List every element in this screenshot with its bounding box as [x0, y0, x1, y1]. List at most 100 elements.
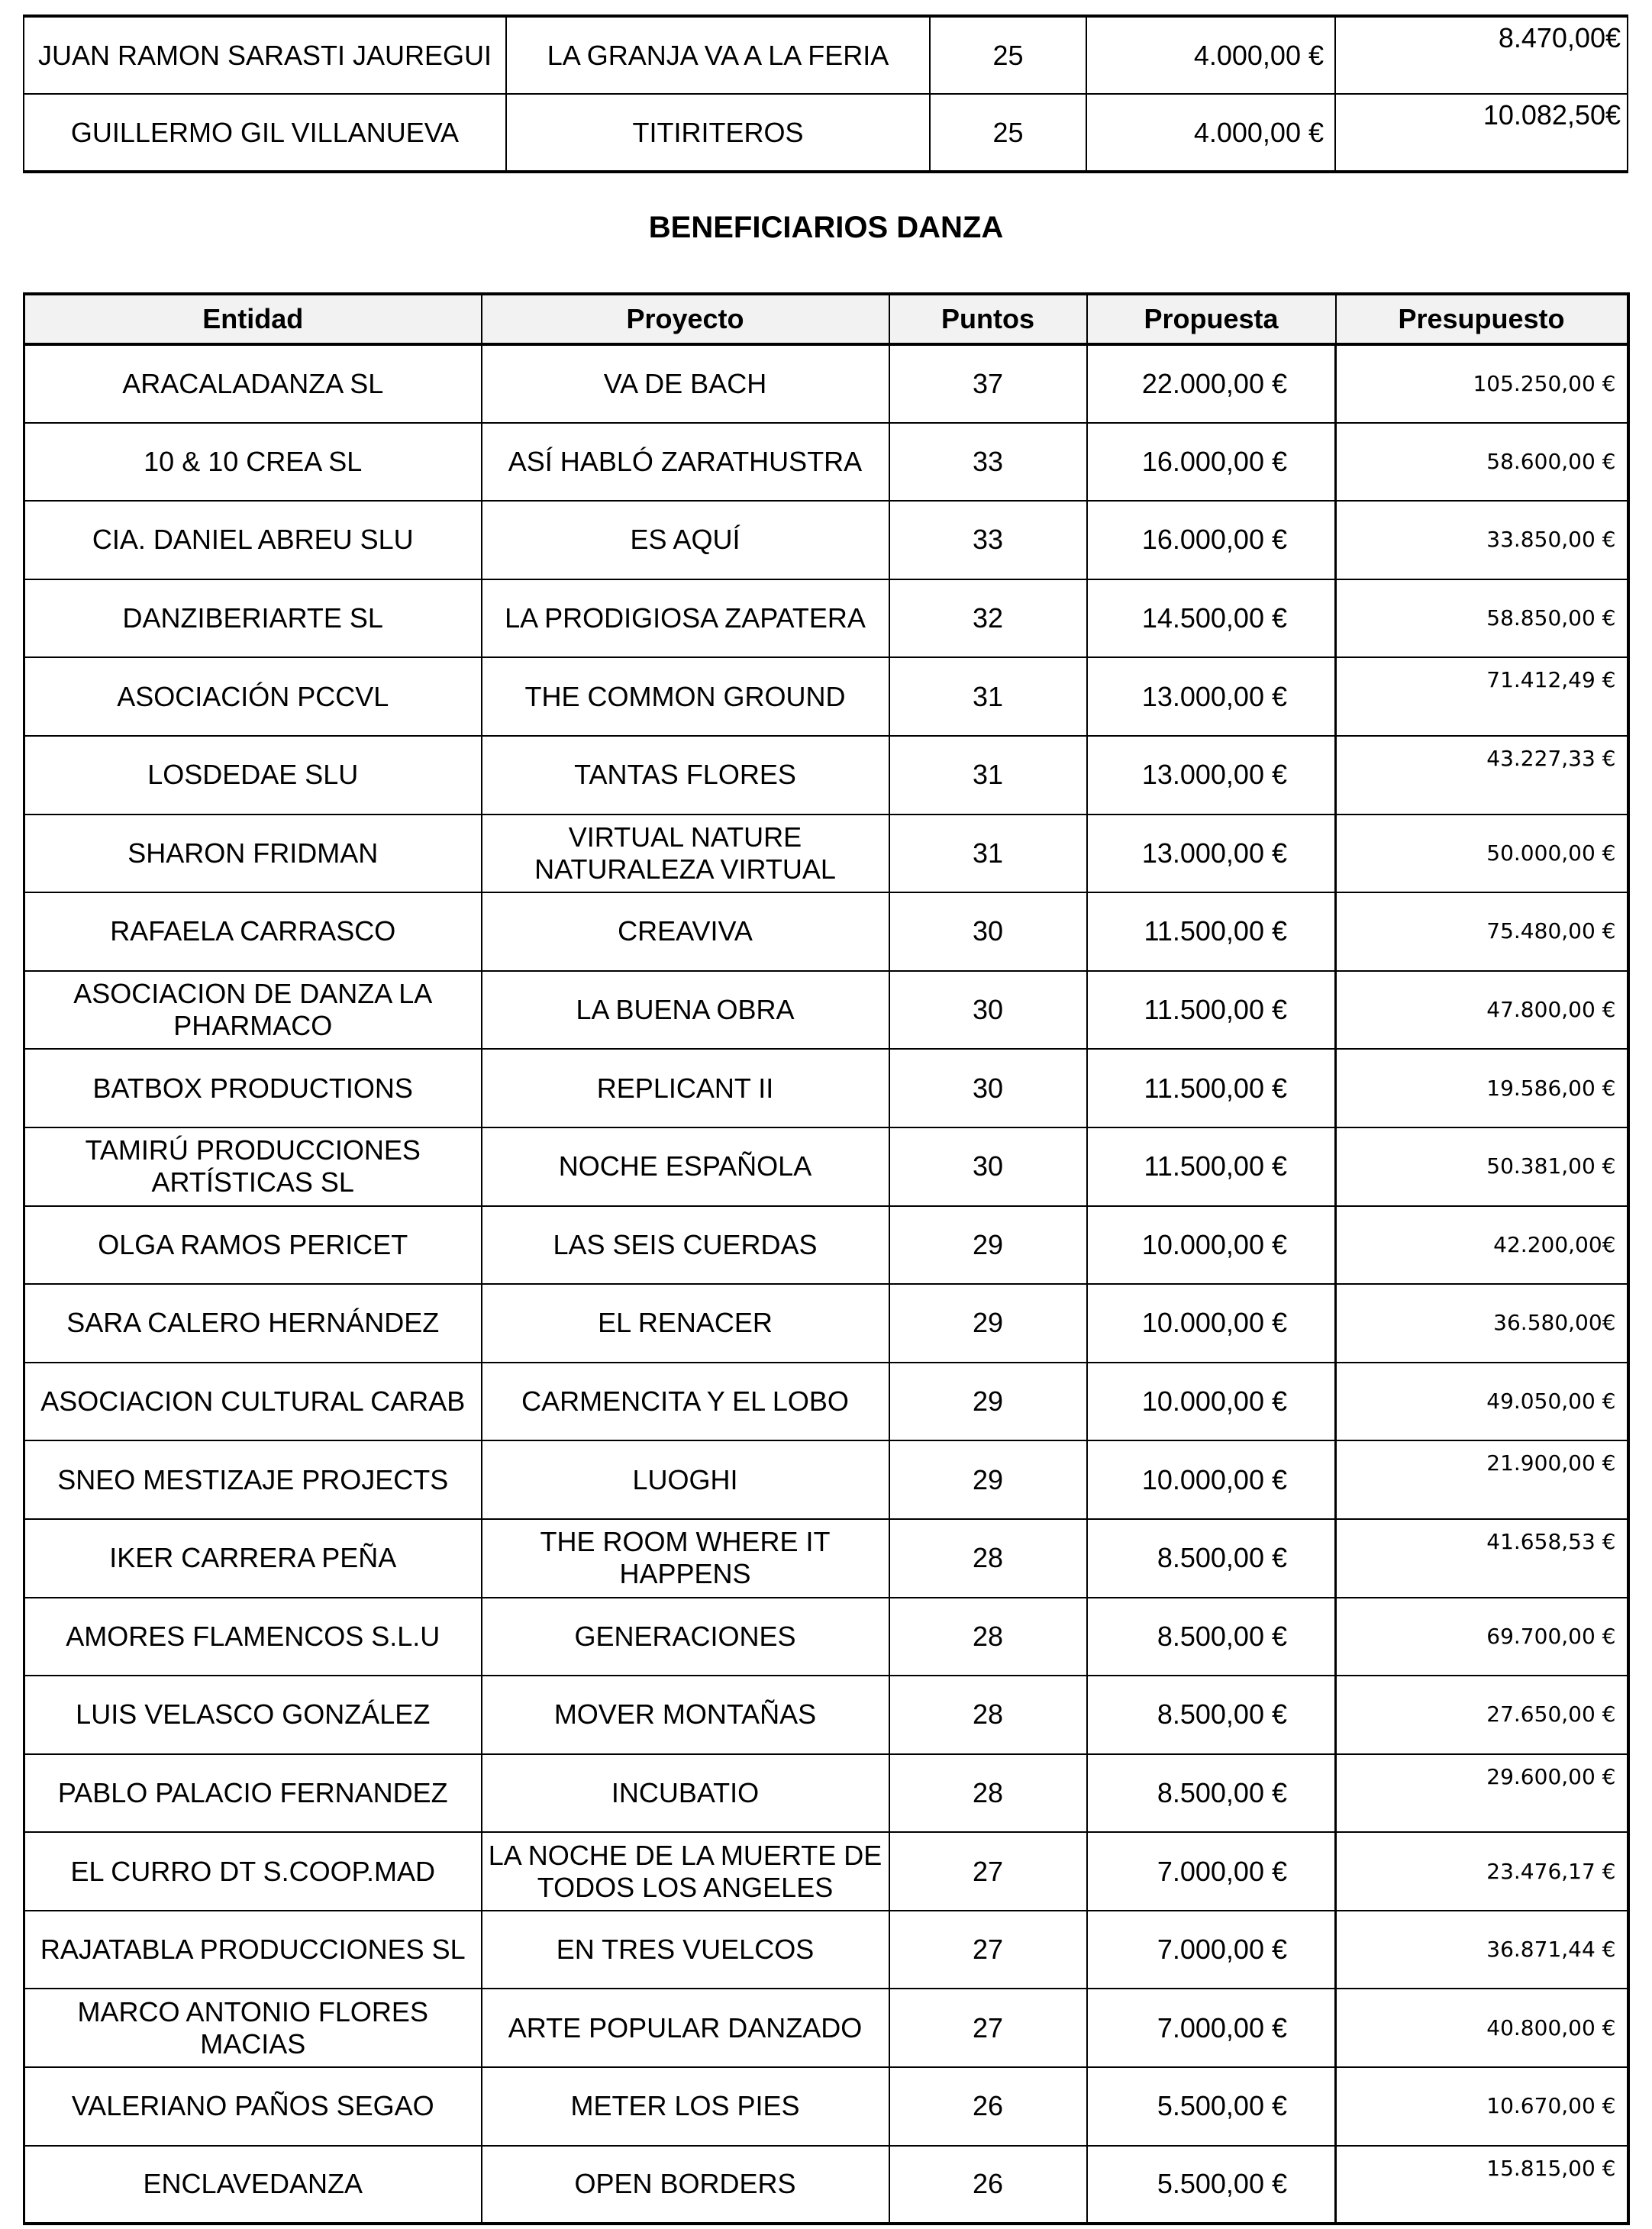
table-row: ASOCIACION CULTURAL CARAB CARMENCITA Y EL…: [23, 1361, 1629, 1442]
cell-proyecto: OPEN BORDERS: [480, 2144, 890, 2225]
cell-presupuesto: 105.250,00 €: [1334, 344, 1629, 424]
cell-entidad: ENCLAVEDANZA: [23, 2144, 482, 2225]
cell-entidad: LOSDEDAE SLU: [23, 734, 482, 815]
table-row: GUILLERMO GIL VILLANUEVA TITIRITEROS 25 4.0…: [23, 93, 1628, 173]
cell-presupuesto: 49.050,00 €: [1334, 1361, 1629, 1442]
cell-propuesta: 10.000,00 €: [1086, 1361, 1337, 1442]
cell-propuesta: 7.000,00 €: [1086, 1909, 1337, 1990]
cell-propuesta: 13.000,00 €: [1086, 734, 1337, 815]
cell-entidad: MARCO ANTONIO FLORES MACIAS: [23, 1988, 482, 2069]
cell-presupuesto: 15.815,00 €: [1334, 2144, 1629, 2225]
cell-proyecto: ES AQUÍ: [480, 500, 890, 580]
cell-entidad: TAMIRÚ PRODUCCIONES ARTÍSTICAS SL: [23, 1126, 482, 1207]
cell-entidad: BATBOX PRODUCTIONS: [23, 1048, 482, 1128]
cell-entidad: IKER CARRERA PEÑA: [23, 1518, 482, 1598]
table-header-row: Entidad Proyecto Puntos Propuesta Presup…: [23, 293, 1629, 346]
cell-propuesta: 11.500,00 €: [1086, 1126, 1337, 1207]
header-puntos: Puntos: [888, 293, 1088, 346]
cell-entidad: DANZIBERIARTE SL: [23, 578, 482, 659]
cell-puntos: 29: [888, 1283, 1088, 1363]
cell-entidad: PABLO PALACIO FERNANDEZ: [23, 1753, 482, 1834]
cell-propuesta: 4.000,00 €: [1086, 93, 1336, 173]
cell-puntos: 25: [929, 15, 1087, 95]
cell-puntos: 29: [888, 1361, 1088, 1442]
cell-proyecto: INCUBATIO: [480, 1753, 890, 1834]
cell-puntos: 29: [888, 1440, 1088, 1520]
cell-presupuesto: 21.900,00 €: [1334, 1440, 1629, 1520]
cell-presupuesto: 58.850,00 €: [1334, 578, 1629, 659]
table-row: CIA. DANIEL ABREU SLU ES AQUÍ 33 16.000,00 …: [23, 500, 1629, 580]
cell-propuesta: 14.500,00 €: [1086, 578, 1337, 659]
cell-proyecto: LA BUENA OBRA: [480, 969, 890, 1050]
section-title: BENEFICIARIOS DANZA: [648, 211, 1004, 244]
cell-proyecto: EL RENACER: [480, 1283, 890, 1363]
cell-proyecto: NOCHE ESPAÑOLA: [480, 1126, 890, 1207]
cell-presupuesto: 29.600,00 €: [1334, 1753, 1629, 1834]
cell-propuesta: 10.000,00 €: [1086, 1205, 1337, 1285]
cell-puntos: 30: [888, 892, 1088, 972]
cell-entidad: SNEO MESTIZAJE PROJECTS: [23, 1440, 482, 1520]
cell-presupuesto: 19.586,00 €: [1334, 1048, 1629, 1128]
cell-propuesta: 8.500,00 €: [1086, 1675, 1337, 1755]
cell-proyecto: MOVER MONTAÑAS: [480, 1675, 890, 1755]
header-proyecto: Proyecto: [480, 293, 890, 346]
cell-proyecto: VA DE BACH: [480, 344, 890, 424]
cell-propuesta: 16.000,00 €: [1086, 500, 1337, 580]
cell-propuesta: 22.000,00 €: [1086, 344, 1337, 424]
table-row: JUAN RAMON SARASTI JAUREGUI LA GRANJA VA …: [23, 15, 1628, 95]
cell-propuesta: 8.500,00 €: [1086, 1596, 1337, 1677]
cell-proyecto: LAS SEIS CUERDAS: [480, 1205, 890, 1285]
cell-entidad: SHARON FRIDMAN: [23, 813, 482, 894]
cell-puntos: 30: [888, 969, 1088, 1050]
cell-propuesta: 4.000,00 €: [1086, 15, 1336, 95]
cell-propuesta: 10.000,00 €: [1086, 1440, 1337, 1520]
cell-presupuesto: 69.700,00 €: [1334, 1596, 1629, 1677]
cell-propuesta: 11.500,00 €: [1086, 969, 1337, 1050]
table-row: EL CURRO DT S.COOP.MAD LA NOCHE DE LA MUE…: [23, 1831, 1629, 1911]
header-entidad: Entidad: [23, 293, 482, 346]
cell-entidad: OLGA RAMOS PERICET: [23, 1205, 482, 1285]
cell-presupuesto: 43.227,33 €: [1334, 734, 1629, 815]
table-row: RAFAELA CARRASCO CREAVIVA 30 11.500,00 €75.…: [23, 892, 1629, 972]
cell-proyecto: TITIRITEROS: [505, 93, 931, 173]
cell-propuesta: 8.500,00 €: [1086, 1518, 1337, 1598]
cell-presupuesto: 41.658,53 €: [1334, 1518, 1629, 1598]
cell-puntos: 31: [888, 734, 1088, 815]
cell-proyecto: EN TRES VUELCOS: [480, 1909, 890, 1990]
cell-propuesta: 13.000,00 €: [1086, 813, 1337, 894]
cell-proyecto: LA PRODIGIOSA ZAPATERA: [480, 578, 890, 659]
cell-puntos: 26: [888, 2144, 1088, 2225]
cell-presupuesto: 10.082,50€: [1334, 93, 1628, 173]
table-row: SARA CALERO HERNÁNDEZ EL RENACER 29 10.000,…: [23, 1283, 1629, 1363]
cell-entidad: EL CURRO DT S.COOP.MAD: [23, 1831, 482, 1911]
cell-entidad: ASOCIACION DE DANZA LA PHARMACO: [23, 969, 482, 1050]
cell-propuesta: 10.000,00 €: [1086, 1283, 1337, 1363]
cell-puntos: 33: [888, 500, 1088, 580]
cell-propuesta: 5.500,00 €: [1086, 2144, 1337, 2225]
table-row: MARCO ANTONIO FLORES MACIAS ARTE POPULAR …: [23, 1988, 1629, 2069]
cell-proyecto: THE COMMON GROUND: [480, 656, 890, 737]
cell-proyecto: GENERACIONES: [480, 1596, 890, 1677]
cell-propuesta: 13.000,00 €: [1086, 656, 1337, 737]
cell-presupuesto: 50.000,00 €: [1334, 813, 1629, 894]
cell-puntos: 25: [929, 93, 1087, 173]
cell-presupuesto: 58.600,00 €: [1334, 421, 1629, 502]
cell-presupuesto: 27.650,00 €: [1334, 1675, 1629, 1755]
cell-proyecto: TANTAS FLORES: [480, 734, 890, 815]
cell-entidad: ASOCIACIÓN PCCVL: [23, 656, 482, 737]
cell-presupuesto: 33.850,00 €: [1334, 500, 1629, 580]
cell-proyecto: METER LOS PIES: [480, 2066, 890, 2147]
table-row: BATBOX PRODUCTIONS REPLICANT II 30 11.500,0…: [23, 1048, 1629, 1128]
table-row: ARACALADANZA SL VA DE BACH 37 22.000,00 €10…: [23, 344, 1629, 424]
danza-beneficiaries-table: Entidad Proyecto Puntos Propuesta Presup…: [23, 292, 1630, 2226]
table-row: SNEO MESTIZAJE PROJECTS LUOGHI 29 10.000,00…: [23, 1440, 1629, 1520]
cell-entidad: RAFAELA CARRASCO: [23, 892, 482, 972]
cell-presupuesto: 71.412,49 €: [1334, 656, 1629, 737]
cell-propuesta: 7.000,00 €: [1086, 1831, 1337, 1911]
cell-propuesta: 11.500,00 €: [1086, 1048, 1337, 1128]
cell-entidad: CIA. DANIEL ABREU SLU: [23, 500, 482, 580]
cell-proyecto: THE ROOM WHERE IT HAPPENS: [480, 1518, 890, 1598]
cell-propuesta: 5.500,00 €: [1086, 2066, 1337, 2147]
cell-puntos: 30: [888, 1048, 1088, 1128]
cell-puntos: 27: [888, 1988, 1088, 2069]
